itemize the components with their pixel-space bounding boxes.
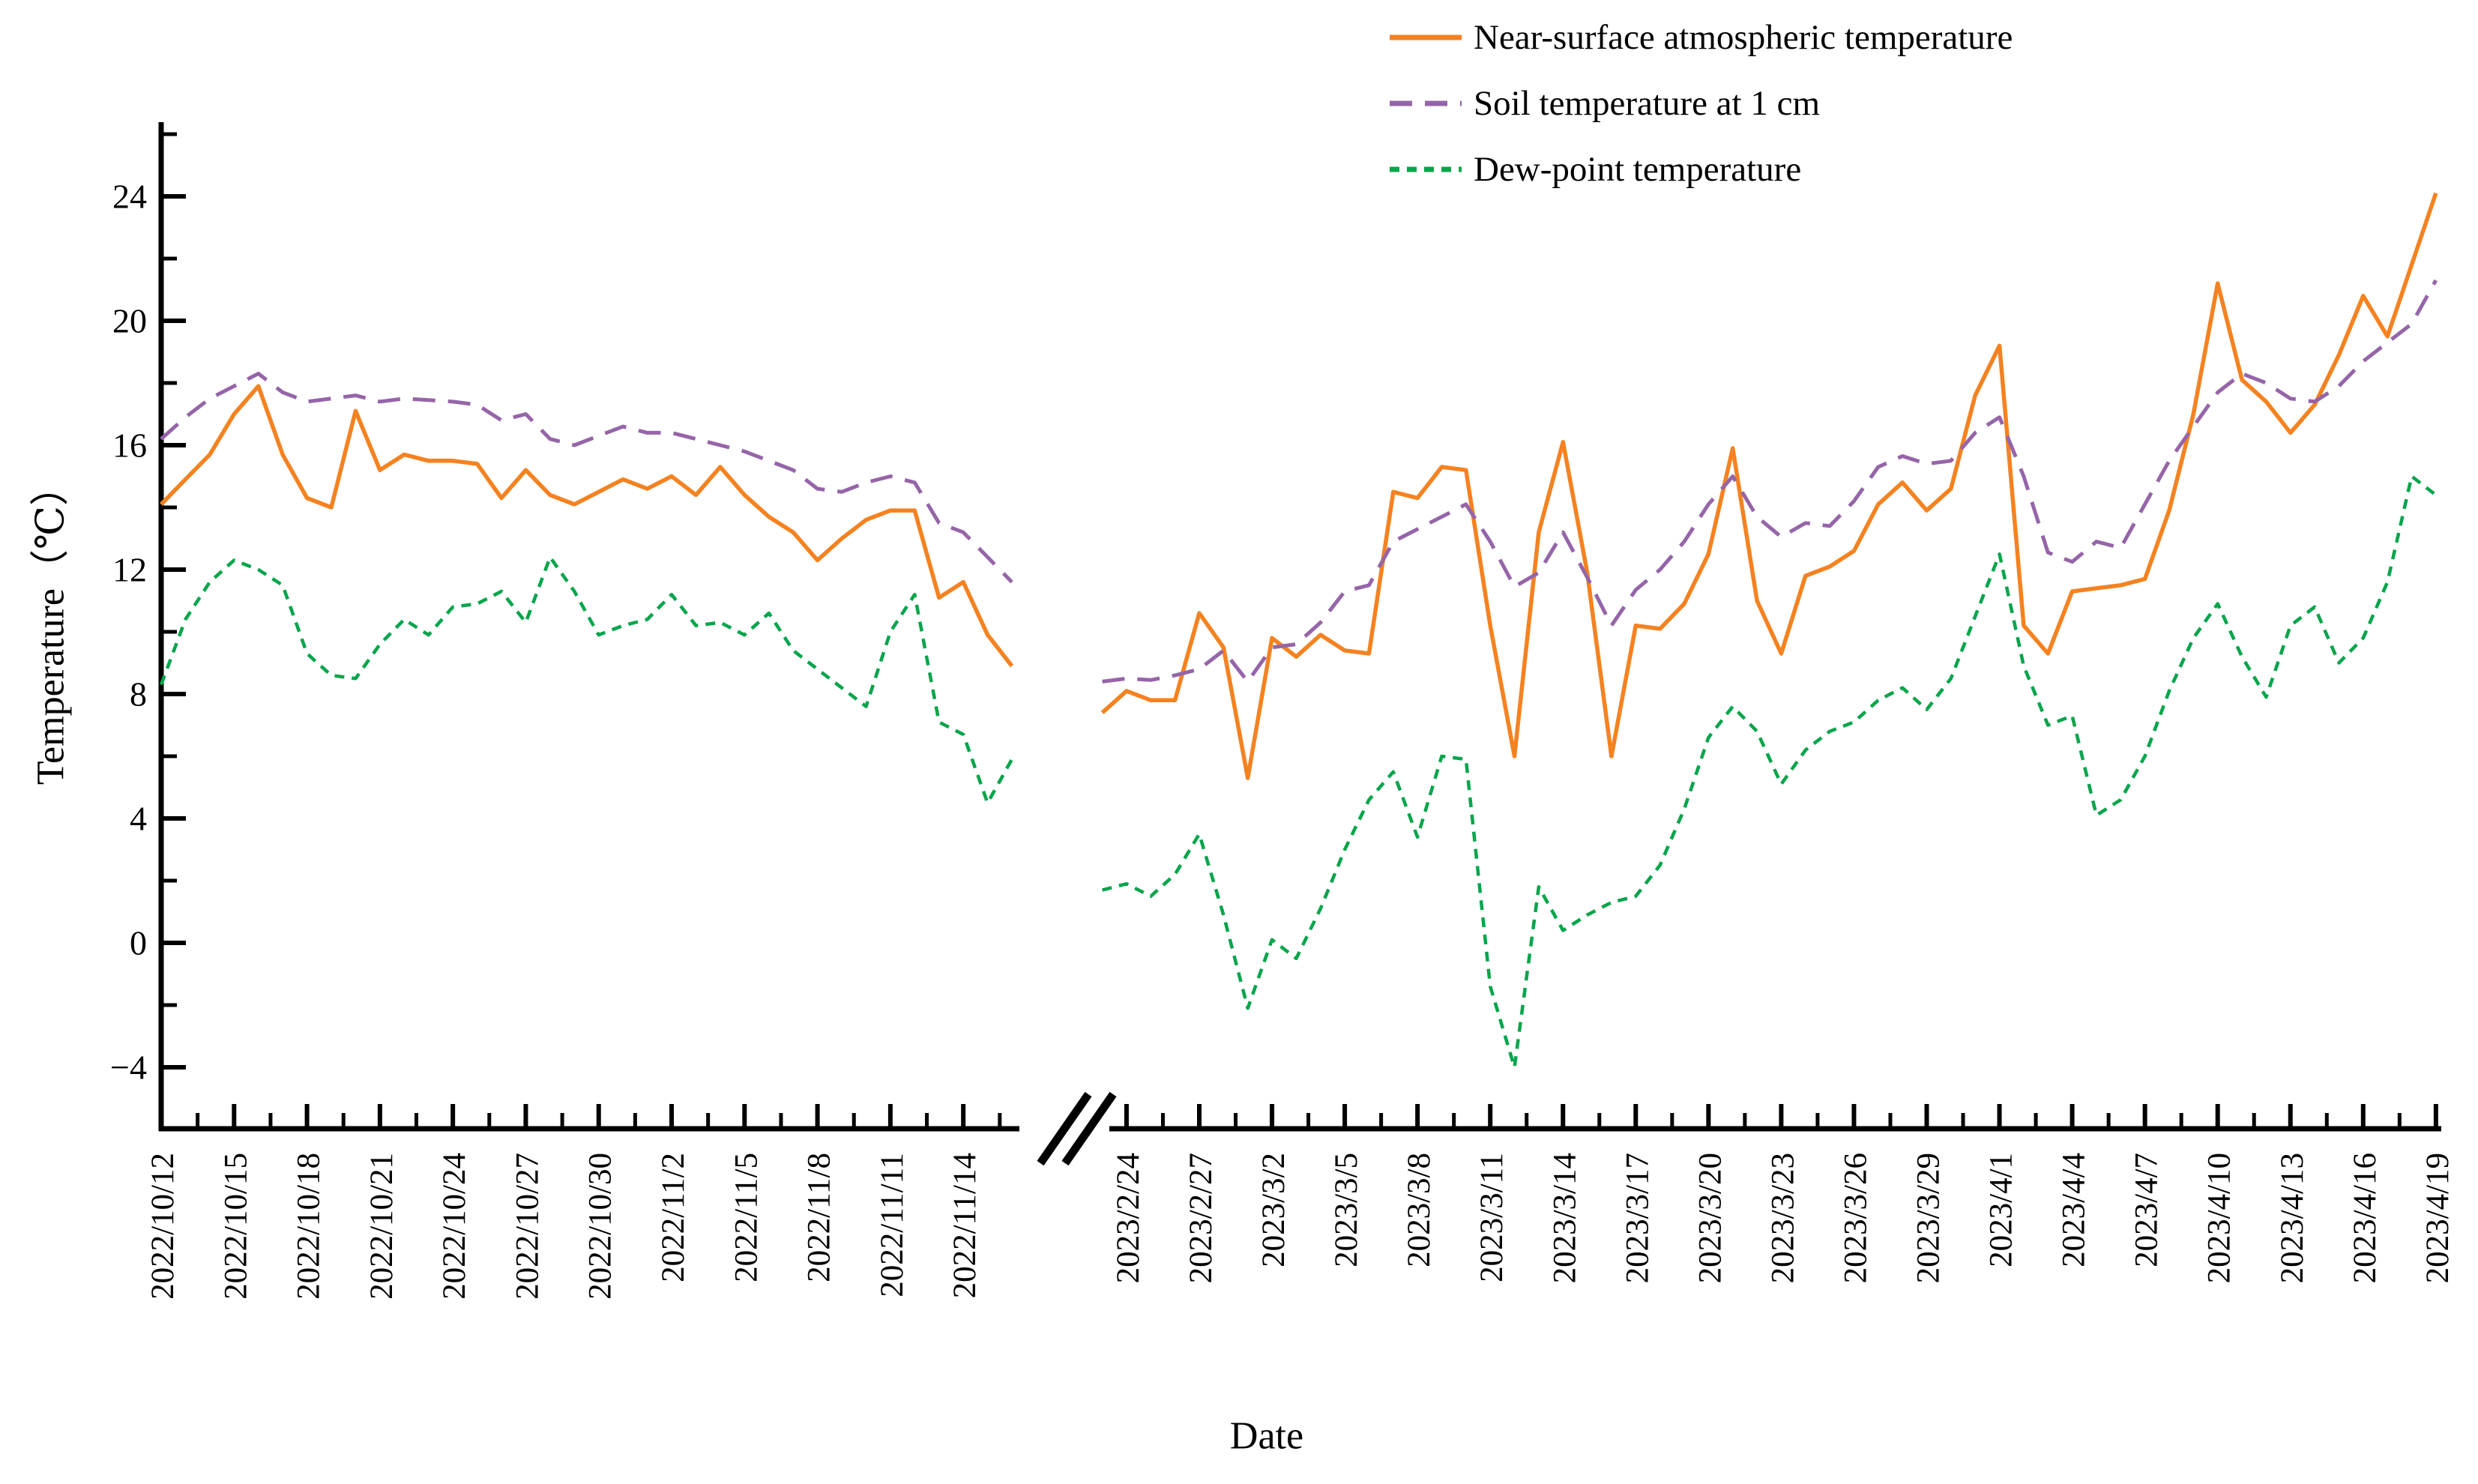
x-tick-label: 2023/3/29 xyxy=(1911,1153,1947,1283)
x-tick-label: 2022/11/2 xyxy=(656,1153,691,1282)
y-tick-label: −4 xyxy=(110,1049,147,1087)
y-tick-label: 4 xyxy=(130,800,147,838)
y-axis-title: Temperature（℃） xyxy=(29,466,73,785)
near-surface-line-swatch-icon xyxy=(1390,34,1462,40)
y-tick-label: 20 xyxy=(112,302,147,340)
x-tick-label: 2023/3/26 xyxy=(1838,1153,1873,1283)
x-tick-label: 2022/10/15 xyxy=(218,1153,253,1300)
legend-label-soil: Soil temperature at 1 cm xyxy=(1474,84,1821,123)
x-tick-label: 2022/10/24 xyxy=(437,1153,472,1300)
axis-break-icon xyxy=(1061,1091,1117,1166)
x-tick-label: 2022/11/14 xyxy=(947,1153,983,1298)
axis-break-icon xyxy=(1037,1091,1092,1166)
x-tick-label: 2023/3/5 xyxy=(1329,1153,1364,1267)
x-tick-label: 2023/4/16 xyxy=(2348,1153,2383,1283)
legend-label-dew-point: Dew-point temperature xyxy=(1474,150,1802,189)
x-tick-label: 2023/3/20 xyxy=(1692,1153,1728,1283)
dew-point-line-swatch-icon xyxy=(1390,166,1462,172)
soil-line-swatch-icon xyxy=(1390,100,1462,106)
x-tick-label: 2022/10/27 xyxy=(510,1153,545,1300)
x-tick-label: 2023/4/4 xyxy=(2057,1153,2092,1267)
x-tick-label: 2022/11/5 xyxy=(729,1153,764,1282)
legend-item-soil: Soil temperature at 1 cm xyxy=(1388,76,2013,130)
y-tick-label: 0 xyxy=(130,924,147,962)
x-tick-label: 2022/11/8 xyxy=(802,1153,837,1282)
x-tick-label: 2023/4/7 xyxy=(2129,1153,2165,1267)
x-tick-label: 2023/3/11 xyxy=(1474,1153,1510,1282)
y-tick-label: 16 xyxy=(112,426,147,465)
x-tick-label: 2023/4/13 xyxy=(2275,1153,2310,1283)
legend-item-near-surface: Near-surface atmospheric temperature xyxy=(1388,10,2013,64)
series-soil-1cm-line-spring-2023 xyxy=(1102,279,2438,684)
legend-label-near-surface: Near-surface atmospheric temperature xyxy=(1474,18,2013,57)
x-tick-label: 2022/10/30 xyxy=(583,1153,618,1300)
x-tick-label: 2023/3/23 xyxy=(1765,1153,1800,1283)
series-soil-1cm-line-autumn-2022 xyxy=(160,372,1013,584)
x-tick-label: 2022/10/18 xyxy=(292,1153,327,1300)
x-tick-label: 2022/10/21 xyxy=(364,1153,400,1300)
x-tick-label: 2023/2/27 xyxy=(1184,1153,1219,1283)
y-tick-label: 8 xyxy=(130,675,147,714)
x-axis-title: Date xyxy=(1229,1414,1304,1458)
x-tick-label: 2023/4/10 xyxy=(2202,1153,2237,1283)
series-dew-point-line-autumn-2022 xyxy=(159,555,1013,805)
x-tick-label: 2023/3/8 xyxy=(1402,1153,1437,1267)
x-tick-label: 2022/11/11 xyxy=(875,1153,910,1297)
series-near-surface-line-spring-2023 xyxy=(1100,192,2438,780)
x-tick-label: 2023/3/17 xyxy=(1620,1153,1655,1283)
y-tick-label: 12 xyxy=(112,551,147,589)
legend: Near-surface atmospheric temperature Soi… xyxy=(1388,10,2013,196)
x-tick-label: 2022/10/12 xyxy=(145,1153,181,1300)
x-tick-label: 2023/4/19 xyxy=(2420,1153,2456,1283)
series-dew-point-line-spring-2023 xyxy=(1102,474,2438,1070)
y-tick-label: 24 xyxy=(112,178,147,216)
legend-item-dew-point: Dew-point temperature xyxy=(1388,142,2013,196)
x-tick-label: 2023/3/2 xyxy=(1256,1153,1291,1267)
x-tick-label: 2023/2/24 xyxy=(1111,1153,1146,1283)
x-tick-label: 2023/4/1 xyxy=(1984,1153,2019,1267)
series-near-surface-line-autumn-2022 xyxy=(160,384,1014,668)
x-tick-label: 2023/3/14 xyxy=(1547,1153,1582,1283)
